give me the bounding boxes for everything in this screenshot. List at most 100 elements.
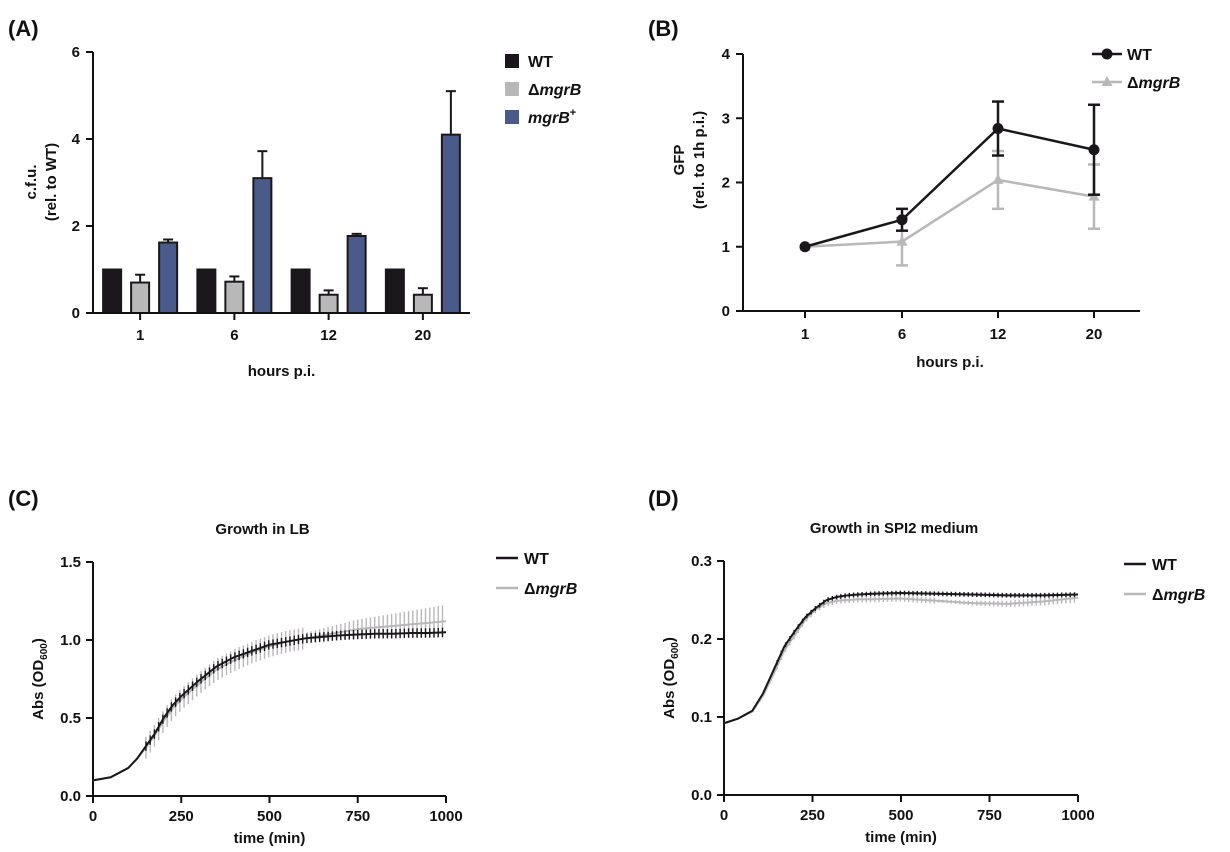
series-line [723, 596, 1079, 725]
chart-title: Growth in SPI2 medium [810, 520, 978, 537]
legend-swatch [505, 54, 519, 68]
legend-label: ΔmgrB [1127, 75, 1180, 92]
x-tick-label: 1000 [429, 808, 462, 825]
y-axis-title-part: ) [30, 638, 47, 643]
bar [346, 235, 367, 315]
y-axis-title-sub: 600 [670, 642, 681, 659]
legend-sup: + [570, 107, 576, 119]
x-tick-label: 0 [720, 807, 728, 824]
legend-marker [1101, 76, 1113, 86]
y-axis-title-part: Abs (OD [30, 660, 47, 720]
y-tick-label: 0.1 [691, 709, 712, 726]
y-tick-label: 2 [722, 175, 730, 192]
x-tick-label: 20 [1086, 326, 1103, 343]
legend-label: ΔmgrB [524, 581, 577, 598]
y-tick-label: 1.0 [60, 632, 81, 649]
series-line [723, 591, 1079, 725]
y-axis-title-line: GFP [671, 145, 688, 176]
chart-title: Growth in LB [215, 521, 309, 538]
x-axis-title: hours p.i. [916, 354, 984, 371]
y-tick-label: 6 [72, 44, 80, 61]
y-axis-title-line: c.f.u. [23, 164, 40, 199]
legend-label: ΔmgrB [528, 82, 581, 99]
legend-swatch [505, 110, 519, 124]
x-tick-label: 6 [898, 326, 906, 343]
panel-b-label: (B) [648, 16, 679, 41]
x-tick-label: 750 [977, 807, 1002, 824]
x-axis-title: time (min) [234, 830, 306, 847]
bar [158, 241, 179, 314]
y-axis-title-sub: 600 [39, 643, 50, 660]
x-tick-label: 12 [320, 327, 337, 344]
panel-a: (A) 0 2 4 6 1 6 12 20 hours p.i. c.f.u. (rel. to W… [8, 16, 581, 380]
bar [196, 268, 217, 314]
data-point [992, 173, 1004, 184]
legend-italic: mgrB [536, 581, 578, 598]
data-point [1088, 144, 1100, 156]
legend-label: WT [524, 551, 549, 568]
y-tick-label: 0.0 [60, 788, 81, 805]
legend-label: WT [1152, 557, 1177, 574]
legend-prefix: Δ [524, 581, 536, 598]
bar [252, 177, 273, 314]
x-axis-title: hours p.i. [248, 363, 316, 380]
x-axis-title: time (min) [865, 829, 937, 846]
data-point [992, 123, 1004, 135]
panel-d: (D) 0.0 0.1 0.2 0.3 0 250 500 750 1000 time (min)… [648, 486, 1205, 846]
legend-label: mgrB+ [528, 107, 576, 127]
y-axis-title-part: ) [661, 637, 678, 642]
legend-prefix: Δ [1127, 75, 1139, 92]
series-line [804, 127, 1095, 248]
y-axis-title-part: Abs (OD [661, 659, 678, 719]
panel-c-label: (C) [8, 486, 39, 511]
y-tick-label: 1.5 [60, 554, 81, 571]
x-tick-label: 12 [990, 326, 1007, 343]
y-axis-title-line: (rel. to 1h p.i.) [691, 111, 708, 209]
legend-label: WT [528, 54, 553, 71]
y-axis-title: Abs (OD600) [661, 637, 681, 719]
panel-c: (C) 0.0 0.5 1.0 1.5 0 250 500 750 1000 time (min)… [8, 486, 577, 847]
y-tick-label: 0 [72, 305, 80, 322]
y-axis-title: GFP (rel. to 1h p.i.) [671, 111, 708, 209]
x-tick-label: 1 [136, 327, 144, 344]
x-tick-label: 6 [230, 327, 238, 344]
legend-italic: mgrB [1164, 587, 1206, 604]
y-axis-title-line: (rel. to WT) [43, 143, 60, 221]
bar [440, 133, 461, 314]
y-tick-label: 0.0 [691, 787, 712, 804]
y-tick-label: 2 [72, 218, 80, 235]
data-point [896, 235, 908, 246]
y-tick-label: 4 [72, 131, 81, 148]
panel-d-label: (D) [648, 486, 679, 511]
bar [384, 268, 405, 314]
bar [130, 281, 151, 314]
x-tick-label: 500 [888, 807, 913, 824]
y-axis-title: c.f.u. (rel. to WT) [23, 143, 60, 221]
bar [412, 293, 433, 315]
y-tick-label: 0 [722, 303, 730, 320]
legend-prefix: Δ [1152, 587, 1164, 604]
x-tick-label: 1000 [1061, 807, 1094, 824]
y-tick-label: 0.2 [691, 631, 712, 648]
bar [102, 268, 123, 314]
legend-marker [1101, 48, 1113, 60]
bar [290, 268, 311, 314]
y-tick-label: 0.5 [60, 710, 81, 727]
x-tick-label: 0 [89, 808, 97, 825]
x-tick-label: 20 [415, 327, 432, 344]
data-point [896, 214, 908, 226]
x-tick-label: 1 [801, 326, 809, 343]
legend-italic: mgrB [528, 110, 570, 127]
legend-label: WT [1127, 47, 1152, 64]
bar [318, 293, 339, 315]
legend-prefix: Δ [528, 82, 540, 99]
x-tick-label: 250 [800, 807, 825, 824]
legend-swatch [505, 82, 519, 96]
y-tick-label: 0.3 [691, 553, 712, 570]
y-tick-label: 3 [722, 110, 730, 127]
x-tick-label: 750 [345, 808, 370, 825]
series-line [804, 178, 1095, 248]
y-tick-label: 4 [722, 46, 731, 63]
